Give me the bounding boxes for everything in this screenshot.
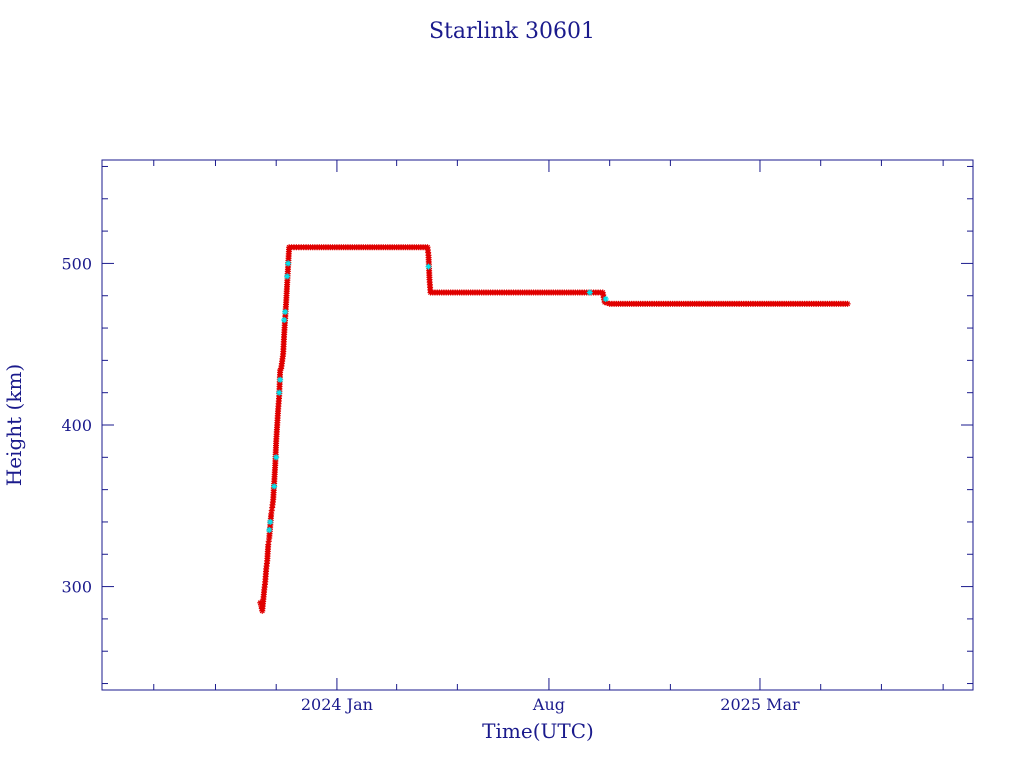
data-point-secondary [277,376,284,383]
x-axis-label: Time(UTC) [482,719,594,743]
data-point-secondary [267,518,274,525]
y-tick-label: 500 [61,254,92,273]
data-point-secondary [271,483,278,490]
data-points-group [257,244,851,614]
data-point-secondary [281,316,288,323]
data-point-secondary [586,289,593,296]
x-tick-label: 2024 Jan [301,695,373,714]
tick-labels: 300 400 500 2024 Jan Aug 2025 Mar [61,254,800,714]
plot-area [101,159,974,691]
data-point-secondary [282,308,289,315]
data-point-secondary [285,260,292,267]
data-point-secondary [284,273,291,280]
data-point-secondary [602,295,609,302]
axis-ticks [102,160,973,690]
x-tick-label: 2025 Mar [720,695,800,714]
data-point-secondary [425,263,432,270]
data-point-secondary [276,389,283,396]
y-tick-label: 400 [61,416,92,435]
x-tick-label: Aug [532,695,565,714]
y-tick-label: 300 [61,578,92,597]
data-point-secondary [266,527,273,534]
y-axis-label: Height (km) [2,364,26,486]
data-point-secondary [273,454,280,461]
data-point [844,300,851,307]
plot-frame [101,159,974,691]
chart-title: Starlink 30601 [429,19,595,44]
